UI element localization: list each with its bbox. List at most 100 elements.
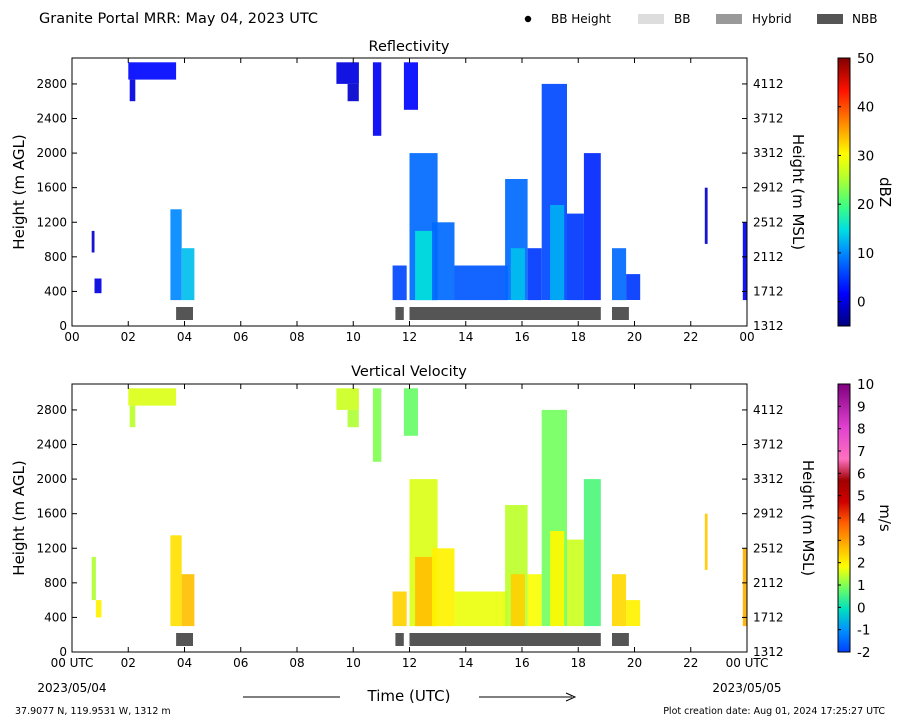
x-tick-label: 02 xyxy=(121,330,136,344)
date-end: 2023/05/05 xyxy=(712,681,781,695)
colorbar-tick-label: 0 xyxy=(857,295,866,311)
colorbar-tick-label: 0 xyxy=(857,600,866,616)
x-tick-label: 18 xyxy=(571,656,586,670)
vertical-velocity-panel: Vertical Velocity 00 UTC 02 04 06 08 10 12 14 16… xyxy=(10,364,894,670)
reflectivity-x-ticks: 00 02 04 06 08 10 12 14 16 18 20 22 00 xyxy=(64,58,755,344)
colorbar-tick-label: 6 xyxy=(857,466,866,482)
echo-cell xyxy=(612,248,627,301)
legend-hybrid-marker xyxy=(716,14,742,24)
colorbar-tick-label: 5 xyxy=(857,489,866,505)
x-tick-label: 10 xyxy=(346,330,361,344)
x-tick-label: 02 xyxy=(121,656,136,670)
echo-cell xyxy=(583,153,601,301)
bright-band-bar xyxy=(176,307,193,320)
echo-cell xyxy=(392,591,407,627)
echo-cell xyxy=(510,574,525,627)
legend-bb-label: BB xyxy=(674,12,690,26)
y-tick-label: 2000 xyxy=(36,146,67,160)
y2-tick-label: 2112 xyxy=(753,576,784,590)
echo-cell xyxy=(129,79,136,102)
x-tick-label: 06 xyxy=(233,656,248,670)
velocity-colorbar-ticks: -2 -1 0 1 2 3 4 5 6 7 8 9 10 xyxy=(838,377,874,661)
x-tick-label: 18 xyxy=(571,330,586,344)
bright-band-bar xyxy=(176,633,193,646)
x-tick-label: 12 xyxy=(402,656,417,670)
x-tick-label: 14 xyxy=(458,656,473,670)
colorbar-tick-label: 50 xyxy=(857,51,874,67)
colorbar-tick-label: 8 xyxy=(857,422,866,438)
echo-cell xyxy=(91,230,95,253)
echo-cell xyxy=(128,388,177,406)
x-tick-label: 16 xyxy=(514,330,529,344)
reflectivity-panel: Reflectivity 00 02 04 06 08 10 12 14 16 18 20 22 00 … xyxy=(10,39,894,344)
y-tick-label: 800 xyxy=(44,576,67,590)
echo-cell xyxy=(181,574,195,627)
legend-bb-height-marker xyxy=(524,15,532,23)
echo-cell xyxy=(527,248,542,301)
colorbar-tick-label: 30 xyxy=(857,148,874,164)
echo-cell xyxy=(510,248,525,301)
colorbar-tick-label: 40 xyxy=(857,100,874,116)
bright-band-bar xyxy=(612,633,629,646)
station-location: 37.9077 N, 119.9531 W, 1312 m xyxy=(15,706,171,717)
y-tick-label: 1600 xyxy=(36,507,67,521)
x-tick-label: 10 xyxy=(346,656,361,670)
velocity-y2-ticks: 1312 1712 2112 2512 2912 3312 3712 4112 xyxy=(742,403,784,659)
x-tick-label: 16 xyxy=(514,656,529,670)
y-tick-label: 2400 xyxy=(36,438,67,452)
echo-cell xyxy=(704,513,708,570)
colorbar-tick-label: 2 xyxy=(857,556,866,572)
velocity-y2label: Height (m MSL) xyxy=(799,460,817,576)
y2-tick-label: 1712 xyxy=(753,610,784,624)
x-tick-label: 00 xyxy=(739,330,754,344)
y-tick-label: 0 xyxy=(59,319,67,333)
y-tick-label: 400 xyxy=(44,610,67,624)
echo-cell xyxy=(95,600,102,618)
y2-tick-label: 2912 xyxy=(753,181,784,195)
echo-cell xyxy=(567,539,584,627)
echo-cell xyxy=(567,213,584,301)
y2-tick-label: 1712 xyxy=(753,284,784,298)
plot-creation-date: Plot creation date: Aug 01, 2024 17:25:2… xyxy=(663,706,885,717)
time-axis-label: Time (UTC) xyxy=(367,687,451,705)
legend-hybrid-label: Hybrid xyxy=(752,12,792,26)
echo-cell xyxy=(181,248,195,301)
y2-tick-label: 3312 xyxy=(753,146,784,160)
velocity-title: Vertical Velocity xyxy=(351,364,467,380)
bright-band-bar xyxy=(409,307,601,320)
echo-cell xyxy=(336,388,359,410)
legend-nbb-marker xyxy=(817,14,843,24)
echo-cell xyxy=(550,205,565,301)
reflectivity-bright-band-bars xyxy=(176,307,629,320)
y-tick-label: 400 xyxy=(44,284,67,298)
figure-title: Granite Portal MRR: May 04, 2023 UTC xyxy=(39,11,318,27)
echo-cell xyxy=(550,531,565,627)
echo-cell xyxy=(129,405,136,428)
x-tick-label: 14 xyxy=(458,330,473,344)
reflectivity-colorbar xyxy=(837,57,851,327)
y-tick-label: 800 xyxy=(44,250,67,264)
echo-cell xyxy=(94,278,102,294)
echo-cell xyxy=(415,230,435,301)
x-tick-label: 20 xyxy=(627,330,642,344)
velocity-y-ticks: 0 400 800 1200 1600 2000 2400 2800 xyxy=(36,403,77,659)
echo-cell xyxy=(91,556,96,601)
echo-cell xyxy=(742,222,747,301)
velocity-ylabel: Height (m AGL) xyxy=(10,460,28,575)
x-tick-label: 22 xyxy=(683,656,698,670)
x-tick-label: 12 xyxy=(402,330,417,344)
colorbar-tick-label: 10 xyxy=(857,377,874,393)
reflectivity-y-ticks: 0 400 800 1200 1600 2000 2400 2800 xyxy=(36,77,77,333)
echo-cell xyxy=(336,62,359,84)
x-tick-label: 00 UTC xyxy=(726,656,769,670)
y-tick-label: 2000 xyxy=(36,472,67,486)
echo-cell xyxy=(347,409,359,428)
y-tick-label: 2800 xyxy=(36,403,67,417)
y2-tick-label: 2912 xyxy=(753,507,784,521)
echo-cell xyxy=(527,574,542,627)
bright-band-bar xyxy=(612,307,629,320)
y2-tick-label: 3712 xyxy=(753,438,784,452)
reflectivity-echoes xyxy=(91,62,747,301)
colorbar-tick-label: 9 xyxy=(857,399,866,415)
echo-cell xyxy=(432,548,455,627)
